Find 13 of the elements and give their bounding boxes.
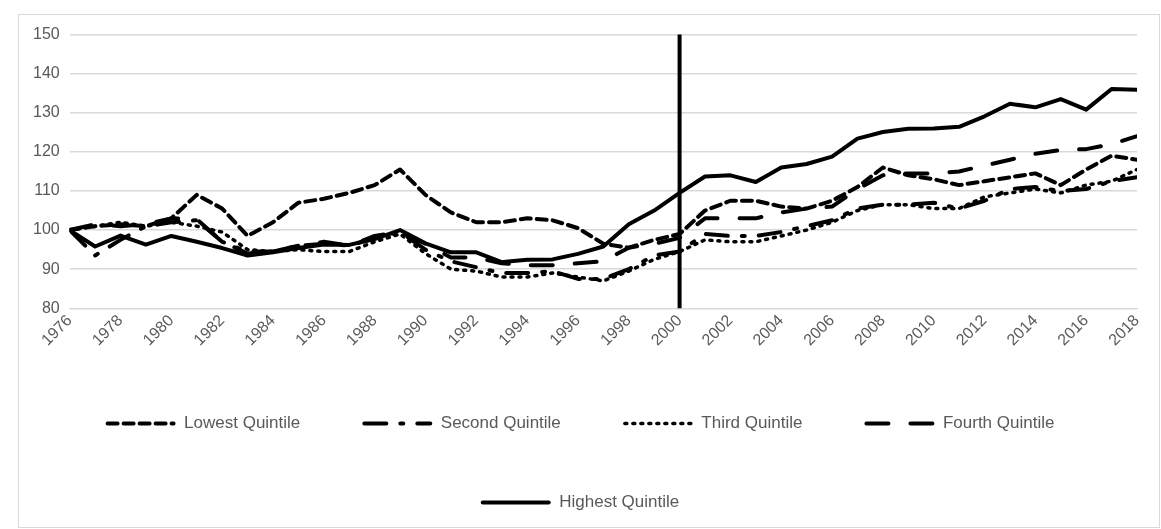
legend-label: Second Quintile <box>440 413 561 433</box>
y-tick-label: 80 <box>41 298 60 316</box>
legend-label: Third Quintile <box>701 413 803 433</box>
y-tick-label: 140 <box>32 64 60 82</box>
y-tick-label: 90 <box>41 259 60 277</box>
y-tick-label: 100 <box>32 220 60 238</box>
y-tick-label: 110 <box>34 181 60 199</box>
legend-label: Fourth Quintile <box>942 413 1055 433</box>
y-tick-label: 130 <box>32 103 60 121</box>
y-tick-label: 120 <box>32 142 60 160</box>
legend-label: Highest Quintile <box>559 492 680 512</box>
legend-label: Lowest Quintile <box>184 413 301 433</box>
y-tick-label: 150 <box>32 25 60 43</box>
